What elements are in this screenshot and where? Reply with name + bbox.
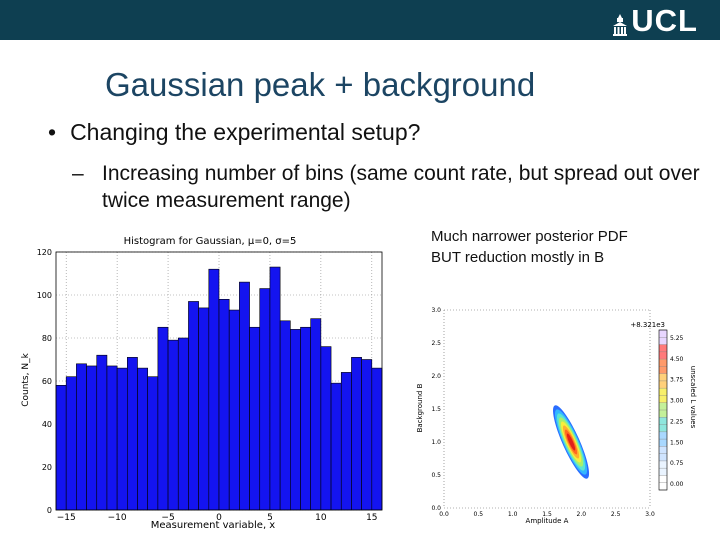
histogram-x-tick: −5 (161, 513, 174, 523)
histogram-bar (351, 357, 362, 511)
contour-y-tick: 0.0 (431, 505, 441, 512)
histogram-bar (167, 339, 179, 511)
colorbar-tick: 2.25 (670, 418, 684, 425)
contour-x-tick: 0.0 (439, 511, 449, 518)
histogram-x-tick: 15 (366, 513, 377, 523)
contour-y-tick: 0.5 (431, 472, 441, 479)
slide-title: Gaussian peak + background (105, 66, 536, 103)
contour-x-label: Amplitude A (526, 517, 569, 525)
sub-bullet-text: Increasing number of bins (same count ra… (102, 162, 700, 212)
contour-x-tick: 1.5 (542, 511, 552, 518)
contour-offset-label: +8.321e3 (630, 321, 665, 329)
colorbar-tick: 0.75 (670, 460, 684, 467)
histogram-bar (188, 301, 199, 511)
portico-icon (613, 14, 628, 36)
note-line-1: Much narrower posterior PDF (431, 228, 628, 245)
contour-level (566, 433, 576, 451)
histogram-bar (218, 299, 230, 511)
histogram-bar (228, 309, 240, 511)
histogram-bar (177, 337, 189, 511)
colorbar-tick: 3.75 (670, 377, 684, 384)
histogram-bar (116, 367, 128, 511)
histogram-y-tick: 40 (42, 420, 52, 429)
colorbar-tick: 5.25 (670, 335, 684, 342)
contour-x-tick: 2.5 (611, 511, 621, 518)
histogram-bar (290, 329, 301, 511)
histogram-x-tick: 10 (315, 513, 327, 523)
colorbar-tick: 3.00 (670, 398, 684, 405)
histogram-bar (208, 268, 220, 511)
note-line-2: BUT reduction mostly in B (431, 249, 605, 266)
histogram-bar (269, 266, 281, 511)
histogram-bar (249, 326, 261, 511)
histogram-title: Histogram for Gaussian, μ=0, σ=5 (124, 236, 297, 247)
colorbar-tick: 0.00 (670, 481, 684, 488)
histogram-bar (259, 288, 271, 511)
histogram-bar (55, 385, 67, 511)
contour-plot-area: 0.0 0.5 1.0 1.5 2.0 2.5 3.0 0.0 0.5 1.0 1.5 2.0 2.5 3… (431, 307, 683, 518)
histogram-bar (65, 376, 77, 511)
histogram-plot-area: 0 20 40 60 80 100 120 −15 −10 −5 0 5 10 15 (37, 248, 383, 523)
histogram-bar (137, 367, 148, 511)
histogram-y-tick: 120 (37, 248, 52, 257)
contour-y-tick: 2.0 (431, 373, 441, 380)
histogram-frame (55, 251, 383, 511)
contour-x-tick: 3.0 (645, 511, 655, 518)
histogram-bar (127, 357, 138, 511)
histogram-bar (300, 326, 311, 511)
logo-text: UCL (631, 3, 698, 38)
histogram-x-label: Measurement variable, x (151, 520, 276, 531)
histogram-y-label: Counts, N_k (21, 352, 31, 406)
histogram-bar (310, 318, 322, 511)
contour-y-tick: 1.0 (431, 439, 441, 446)
colorbar-tick: 4.50 (670, 356, 684, 363)
histogram-bar (361, 359, 373, 511)
histogram-bar (279, 320, 291, 511)
histogram-bar (340, 372, 352, 511)
posterior-contour-chart: 0.0 0.5 1.0 1.5 2.0 2.5 3.0 0.0 0.5 1.0 1.5 2.0 2.5 3… (416, 307, 697, 525)
sub-bullet-marker: – (72, 162, 84, 185)
histogram-y-tick: 80 (42, 334, 52, 343)
histogram-y-tick: 20 (42, 463, 52, 472)
histogram-x-tick: 0 (216, 513, 222, 523)
colorbar-tick: 1.50 (670, 439, 684, 446)
histogram-x-tick: −10 (108, 513, 127, 523)
contour-x-tick: 1.0 (508, 511, 518, 518)
contour-y-label: Background B (416, 383, 424, 432)
histogram-y-tick: 60 (42, 377, 52, 386)
bullet-text: Changing the experimental setup? (70, 119, 421, 145)
bullet-marker: • (48, 119, 57, 145)
contour-x-tick: 2.0 (577, 511, 587, 518)
histogram-y-tick: 0 (47, 506, 52, 515)
contour-y-tick: 3.0 (431, 307, 441, 314)
histogram-x-tick: 5 (267, 513, 273, 523)
colorbar-frame (658, 329, 668, 491)
histogram-bar (198, 307, 210, 511)
histogram-bar (96, 354, 108, 511)
contour-y-tick: 1.5 (431, 406, 441, 413)
histogram-bar (106, 365, 118, 511)
histogram-bar (320, 346, 332, 511)
histogram-bar (239, 281, 250, 511)
posterior-note: Much narrower posterior PDF BUT reductio… (431, 226, 628, 268)
histogram-bar (86, 365, 98, 511)
contour-y-tick: 2.5 (431, 340, 441, 347)
contour-x-tick: 0.5 (474, 511, 484, 518)
colorbar-label: unscaled L values (689, 366, 697, 429)
histogram-chart: Histogram for Gaussian, μ=0, σ=5 0 20 40 60… (21, 236, 383, 531)
histogram-bar (371, 367, 383, 511)
ucl-logo: UCL (613, 3, 698, 38)
bullet-item: • Changing the experimental setup? (48, 119, 420, 146)
sub-bullet-item: – Increasing number of bins (same count … (72, 160, 712, 214)
histogram-y-tick: 100 (37, 291, 52, 300)
histogram-bar (157, 326, 169, 511)
histogram-x-tick: −15 (57, 513, 76, 523)
header-bar: UCL (0, 0, 720, 40)
histogram-bar (147, 376, 159, 511)
histogram-bar (330, 382, 342, 511)
histogram-bar (76, 363, 87, 511)
